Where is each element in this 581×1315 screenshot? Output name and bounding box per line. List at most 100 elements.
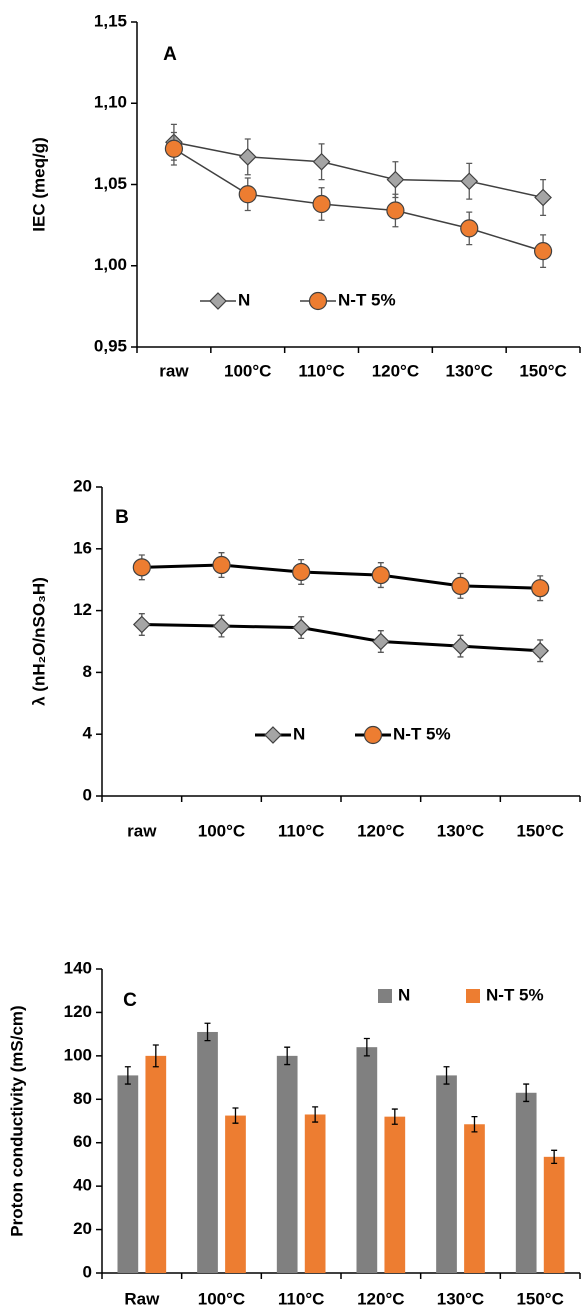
marker: [363, 725, 383, 745]
legend-label: N-T 5%: [393, 724, 451, 743]
bar: [276, 1055, 298, 1273]
annotation: B: [115, 507, 129, 528]
series-line: [173, 141, 544, 199]
chart: 0,95 1,00 1,05 1,10 1,15 raw 100°C 110°C 120°C 13…: [29, 11, 581, 380]
marker: [460, 172, 479, 191]
x-tick-label: raw: [159, 361, 189, 380]
bar: [384, 1116, 406, 1273]
series-line: [141, 623, 541, 653]
marker: [212, 617, 231, 635]
x-tick-label: 120°C: [357, 821, 404, 840]
error-bar: [363, 1037, 370, 1057]
marker: [531, 641, 550, 660]
bar: [543, 1156, 565, 1273]
error-bar: [471, 1116, 478, 1133]
y-tick-label: 8: [83, 662, 92, 681]
bar: [436, 1075, 457, 1273]
y-tick-label: 1,15: [94, 11, 127, 30]
bar: [225, 1115, 246, 1273]
bar: [356, 1047, 378, 1273]
marker: [312, 194, 331, 214]
x-tick-label: 100°C: [198, 821, 245, 840]
x-tick-label: 110°C: [278, 821, 325, 840]
marker: [132, 558, 151, 577]
y-tick-label: 60: [73, 1132, 92, 1151]
legend-swatch: [378, 989, 392, 1003]
y-tick-label: 0: [83, 785, 92, 804]
y-axis-label: Proton conductivity (mS/cm): [7, 1005, 26, 1236]
x-tick-label: raw: [127, 821, 157, 840]
y-tick-label: 140: [64, 958, 92, 977]
marker: [451, 576, 470, 595]
error-bar: [284, 1046, 291, 1066]
x-tick-label: Raw: [124, 1289, 160, 1308]
x-tick-label: 100°C: [224, 361, 271, 380]
error-bar: [152, 1044, 159, 1068]
marker: [312, 152, 331, 171]
marker: [292, 618, 311, 637]
marker: [132, 615, 151, 634]
x-tick-label: 130°C: [446, 361, 493, 380]
marker: [164, 139, 184, 158]
marker: [308, 291, 328, 311]
x-tick-label: 110°C: [298, 361, 345, 380]
marker: [451, 637, 470, 655]
bar: [117, 1075, 139, 1273]
marker: [534, 188, 552, 207]
y-tick-label: 120: [64, 1002, 92, 1021]
marker: [212, 555, 231, 575]
y-tick-label: 100: [64, 1045, 92, 1064]
marker: [238, 185, 257, 204]
chart: 0 4 8 12 16 20 raw 100°C 110°C 120°C 130°C 150°C λ (…: [29, 476, 581, 840]
bar: [304, 1114, 326, 1273]
y-tick-label: 0,95: [94, 336, 127, 355]
y-tick-label: 0: [83, 1262, 92, 1281]
y-tick-label: 1,00: [94, 255, 127, 274]
x-tick-label: 130°C: [437, 1289, 484, 1308]
marker: [386, 170, 405, 189]
legend-label: N: [293, 724, 305, 743]
bar: [464, 1124, 485, 1273]
legend-swatch: [466, 989, 480, 1003]
y-tick-label: 20: [73, 476, 92, 495]
y-axis-label: λ (nH₂O/nSO₃H): [29, 577, 48, 706]
y-tick-label: 12: [73, 600, 92, 619]
error-bar: [391, 1108, 398, 1125]
y-axis-label: IEC (meq/g): [29, 137, 48, 231]
marker: [371, 632, 390, 651]
error-bar: [312, 1106, 319, 1123]
series-line: [141, 563, 541, 590]
series-line: [173, 148, 544, 252]
error-bar: [443, 1066, 450, 1085]
y-tick-label: 1,05: [94, 174, 127, 193]
annotation: C: [123, 990, 137, 1011]
y-tick-label: 20: [73, 1219, 92, 1238]
error-bar: [204, 1022, 211, 1042]
error-bar: [232, 1107, 239, 1124]
x-tick-label: 150°C: [516, 1289, 563, 1308]
x-tick-label: 120°C: [372, 361, 419, 380]
x-tick-label: 130°C: [437, 821, 484, 840]
chart: 0 20 40 60 80 100 120 140 Raw 100°C 110°C 120°C 130°…: [7, 958, 581, 1308]
marker: [292, 562, 311, 582]
y-tick-label: 1,10: [94, 93, 127, 112]
y-tick-label: 80: [73, 1089, 92, 1108]
y-tick-label: 4: [83, 724, 93, 743]
bar: [515, 1092, 537, 1273]
x-tick-label: 150°C: [516, 821, 563, 840]
marker: [371, 565, 390, 585]
x-tick-label: 120°C: [357, 1289, 404, 1308]
x-tick-label: 100°C: [198, 1289, 245, 1308]
marker: [386, 201, 405, 220]
marker: [531, 579, 550, 598]
marker: [460, 219, 479, 238]
legend-label: N: [398, 985, 410, 1004]
error-bar: [551, 1149, 558, 1164]
y-tick-label: 16: [73, 538, 92, 557]
marker: [238, 148, 257, 166]
x-tick-label: 110°C: [278, 1289, 325, 1308]
y-tick-label: 40: [73, 1176, 92, 1195]
bar: [197, 1031, 218, 1273]
bar: [145, 1055, 167, 1273]
